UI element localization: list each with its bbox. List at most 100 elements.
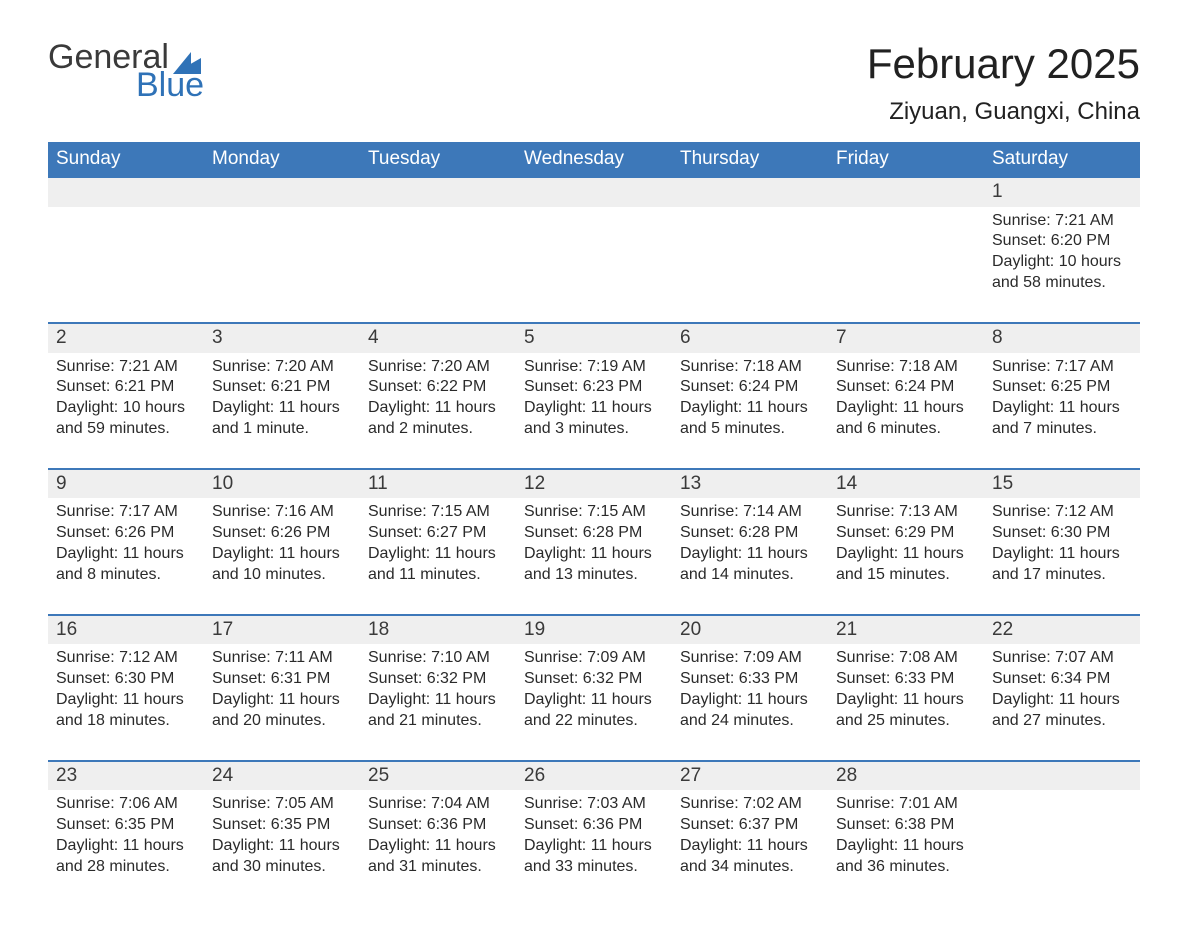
day-number: 11 [360,470,516,499]
daylight-text: Daylight: 11 hours and 8 minutes. [56,544,196,586]
sunrise-text: Sunrise: 7:01 AM [836,794,976,815]
day-number: 3 [204,324,360,353]
day-number: 1 [984,178,1140,207]
day-cell: 11Sunrise: 7:15 AMSunset: 6:27 PMDayligh… [360,470,516,604]
calendar-header-row: Sunday Monday Tuesday Wednesday Thursday… [48,142,1140,178]
sunrise-text: Sunrise: 7:09 AM [680,648,820,669]
sunrise-text: Sunrise: 7:17 AM [56,502,196,523]
day-number: 18 [360,616,516,645]
day-number: 28 [828,762,984,791]
empty-cell [516,178,672,312]
day-cell: 9Sunrise: 7:17 AMSunset: 6:26 PMDaylight… [48,470,204,604]
day-cell: 23Sunrise: 7:06 AMSunset: 6:35 PMDayligh… [48,762,204,896]
logo-word-blue: Blue [136,68,204,102]
daylight-text: Daylight: 11 hours and 3 minutes. [524,398,664,440]
sunset-text: Sunset: 6:23 PM [524,377,664,398]
sunset-text: Sunset: 6:25 PM [992,377,1132,398]
day-cell: 16Sunrise: 7:12 AMSunset: 6:30 PMDayligh… [48,616,204,750]
day-number: 27 [672,762,828,791]
day-cell: 4Sunrise: 7:20 AMSunset: 6:22 PMDaylight… [360,324,516,458]
empty-cell [984,762,1140,896]
daylight-text: Daylight: 11 hours and 24 minutes. [680,690,820,732]
day-cell: 13 Sunrise: 7:14 AMSunset: 6:28 PMDayligh… [672,470,828,604]
daylight-text: Daylight: 11 hours and 31 minutes. [368,836,508,878]
daylight-text: Daylight: 11 hours and 7 minutes. [992,398,1132,440]
sunset-text: Sunset: 6:33 PM [836,669,976,690]
day-number [48,178,204,207]
sunrise-text: Sunrise: 7:02 AM [680,794,820,815]
day-cell: 22Sunrise: 7:07 AMSunset: 6:34 PMDayligh… [984,616,1140,750]
col-monday: Monday [204,142,360,178]
calendar-week: 9Sunrise: 7:17 AMSunset: 6:26 PMDaylight… [48,468,1140,604]
day-cell: 25Sunrise: 7:04 AMSunset: 6:36 PMDayligh… [360,762,516,896]
day-cell: 15Sunrise: 7:12 AMSunset: 6:30 PMDayligh… [984,470,1140,604]
day-number: 26 [516,762,672,791]
day-number: 21 [828,616,984,645]
day-cell: 5Sunrise: 7:19 AMSunset: 6:23 PMDaylight… [516,324,672,458]
sunrise-text: Sunrise: 7:07 AM [992,648,1132,669]
day-cell: 24Sunrise: 7:05 AMSunset: 6:35 PMDayligh… [204,762,360,896]
day-cell: 7Sunrise: 7:18 AMSunset: 6:24 PMDaylight… [828,324,984,458]
day-number: 25 [360,762,516,791]
sunset-text: Sunset: 6:33 PM [680,669,820,690]
sunrise-text: Sunrise: 7:21 AM [56,357,196,378]
empty-cell [48,178,204,312]
sunrise-text: Sunrise: 7:14 AM [680,502,820,523]
sunset-text: Sunset: 6:28 PM [680,523,820,544]
day-number: 20 [672,616,828,645]
col-wednesday: Wednesday [516,142,672,178]
day-cell: 17Sunrise: 7:11 AMSunset: 6:31 PMDayligh… [204,616,360,750]
col-sunday: Sunday [48,142,204,178]
sunset-text: Sunset: 6:38 PM [836,815,976,836]
sunset-text: Sunset: 6:26 PM [212,523,352,544]
location-subtitle: Ziyuan, Guangxi, China [867,98,1140,126]
sunrise-text: Sunrise: 7:04 AM [368,794,508,815]
day-cell: 2Sunrise: 7:21 AMSunset: 6:21 PMDaylight… [48,324,204,458]
sunset-text: Sunset: 6:35 PM [56,815,196,836]
daylight-text: Daylight: 11 hours and 36 minutes. [836,836,976,878]
sunset-text: Sunset: 6:31 PM [212,669,352,690]
day-cell: 28 Sunrise: 7:01 AMSunset: 6:38 PMDayligh… [828,762,984,896]
day-number: 10 [204,470,360,499]
sunrise-text: Sunrise: 7:16 AM [212,502,352,523]
daylight-text: Daylight: 11 hours and 13 minutes. [524,544,664,586]
day-number: 9 [48,470,204,499]
col-friday: Friday [828,142,984,178]
calendar-week: 1Sunrise: 7:21 AMSunset: 6:20 PMDaylight… [48,178,1140,312]
day-number: 15 [984,470,1140,499]
day-number: 12 [516,470,672,499]
day-number: 16 [48,616,204,645]
day-number: 13 [672,470,828,499]
daylight-text: Daylight: 11 hours and 14 minutes. [680,544,820,586]
sunrise-text: Sunrise: 7:17 AM [992,357,1132,378]
calendar-week: 16Sunrise: 7:12 AMSunset: 6:30 PMDayligh… [48,614,1140,750]
daylight-text: Daylight: 11 hours and 30 minutes. [212,836,352,878]
daylight-text: Daylight: 11 hours and 10 minutes. [212,544,352,586]
daylight-text: Daylight: 11 hours and 5 minutes. [680,398,820,440]
daylight-text: Daylight: 11 hours and 15 minutes. [836,544,976,586]
sunrise-text: Sunrise: 7:18 AM [680,357,820,378]
daylight-text: Daylight: 11 hours and 28 minutes. [56,836,196,878]
sunrise-text: Sunrise: 7:15 AM [524,502,664,523]
day-number: 17 [204,616,360,645]
sunset-text: Sunset: 6:30 PM [56,669,196,690]
daylight-text: Daylight: 11 hours and 6 minutes. [836,398,976,440]
daylight-text: Daylight: 11 hours and 1 minute. [212,398,352,440]
daylight-text: Daylight: 10 hours and 58 minutes. [992,252,1132,294]
day-cell: 26Sunrise: 7:03 AMSunset: 6:36 PMDayligh… [516,762,672,896]
empty-cell [204,178,360,312]
day-number [360,178,516,207]
day-cell: 10 Sunrise: 7:16 AMSunset: 6:26 PMDayligh… [204,470,360,604]
day-number [984,762,1140,791]
day-cell: 27Sunrise: 7:02 AMSunset: 6:37 PMDayligh… [672,762,828,896]
sunrise-text: Sunrise: 7:13 AM [836,502,976,523]
sunset-text: Sunset: 6:36 PM [524,815,664,836]
empty-cell [828,178,984,312]
day-number: 23 [48,762,204,791]
sunset-text: Sunset: 6:21 PM [212,377,352,398]
day-number: 14 [828,470,984,499]
sunrise-text: Sunrise: 7:10 AM [368,648,508,669]
sunset-text: Sunset: 6:20 PM [992,231,1132,252]
day-number: 22 [984,616,1140,645]
day-number: 4 [360,324,516,353]
